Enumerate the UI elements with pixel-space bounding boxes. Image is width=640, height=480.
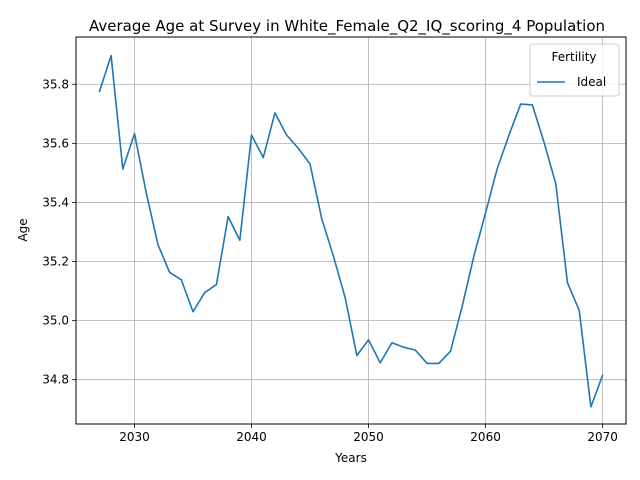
plot-area-frame xyxy=(75,36,627,425)
y-tick-label: 35.6 xyxy=(42,136,69,150)
series-layer xyxy=(98,54,604,408)
x-tick-label: 2030 xyxy=(119,430,150,444)
legend-box xyxy=(529,43,620,97)
gridlines xyxy=(76,37,626,424)
y-tick-label: 35.4 xyxy=(42,195,69,209)
y-axis-label: Age xyxy=(16,218,30,241)
chart-title: Average Age at Survey in White_Female_Q2… xyxy=(89,17,605,36)
y-tick-label: 35.8 xyxy=(42,77,69,91)
x-tick-label: 2050 xyxy=(353,430,384,444)
legend-label-ideal: Ideal xyxy=(577,75,606,89)
x-axis-label: Years xyxy=(334,451,367,465)
legend-title: Fertility xyxy=(551,50,596,64)
y-tick-label: 35.2 xyxy=(42,255,69,269)
legend: Fertility Ideal xyxy=(529,43,620,97)
series-line-ideal xyxy=(98,54,604,408)
y-axis-ticks: 34.8 35.0 35.2 35.4 35.6 35.8 xyxy=(42,77,76,387)
x-tick-label: 2070 xyxy=(587,430,618,444)
x-tick-label: 2040 xyxy=(236,430,267,444)
y-tick-label: 34.8 xyxy=(42,373,69,387)
x-axis-ticks: 2030 2040 2050 2060 2070 xyxy=(119,424,618,444)
x-tick-label: 2060 xyxy=(470,430,501,444)
y-tick-label: 35.0 xyxy=(42,314,69,328)
